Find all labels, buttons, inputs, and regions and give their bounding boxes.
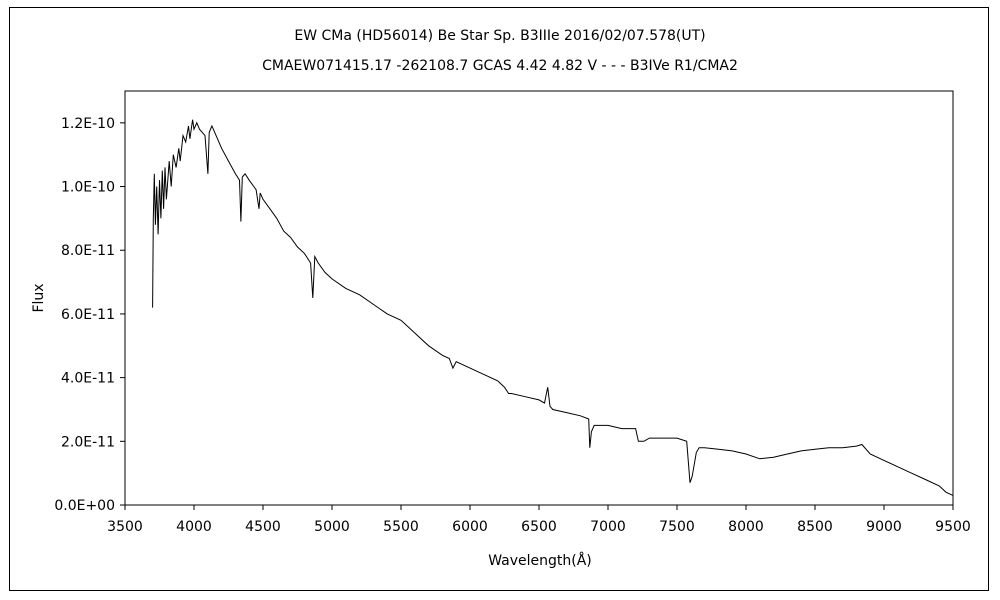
y-tick-label: 2.0E-11 bbox=[61, 434, 115, 450]
chart-subtitle: CMAEW071415.17 -262108.7 GCAS 4.42 4.82 … bbox=[262, 58, 738, 74]
series-group bbox=[152, 119, 954, 496]
x-tick-label: 5500 bbox=[383, 519, 419, 535]
spectrum-line bbox=[152, 119, 954, 496]
x-tick-label: 7500 bbox=[659, 519, 695, 535]
x-tick-label: 7000 bbox=[590, 519, 626, 535]
x-tick-label: 8000 bbox=[728, 519, 764, 535]
x-tick-label: 5000 bbox=[314, 519, 350, 535]
y-tick-label: 1.0E-10 bbox=[61, 180, 115, 196]
x-tick-label: 6500 bbox=[521, 519, 557, 535]
x-tick-label: 6000 bbox=[452, 519, 488, 535]
x-tick-label: 4000 bbox=[176, 519, 212, 535]
chart-title: EW CMa (HD56014) Be Star Sp. B3IIIe 2016… bbox=[294, 28, 705, 44]
x-axis-label: Wavelength(Å) bbox=[488, 552, 592, 569]
y-tick-label: 8.0E-11 bbox=[61, 243, 115, 259]
x-tick-label: 4500 bbox=[245, 519, 281, 535]
x-tick-label: 3500 bbox=[107, 519, 143, 535]
y-tick-label: 0.0E+00 bbox=[54, 498, 115, 514]
plot-area bbox=[124, 90, 954, 506]
y-tick-label: 6.0E-11 bbox=[61, 307, 115, 323]
y-axis: 0.0E+00 2.0E-11 4.0E-11 6.0E-11 8.0E-11 1.0E-… bbox=[54, 116, 125, 514]
y-tick-label: 1.2E-10 bbox=[61, 116, 115, 132]
x-tick-label: 9000 bbox=[866, 519, 902, 535]
y-axis-label: Flux bbox=[31, 283, 47, 312]
x-tick-label: 8500 bbox=[797, 519, 833, 535]
x-axis: 3500 4000 4500 5000 5500 6000 6500 7000 7500 8000… bbox=[107, 505, 971, 535]
y-tick-label: 4.0E-11 bbox=[61, 371, 115, 387]
x-tick-label: 9500 bbox=[935, 519, 971, 535]
